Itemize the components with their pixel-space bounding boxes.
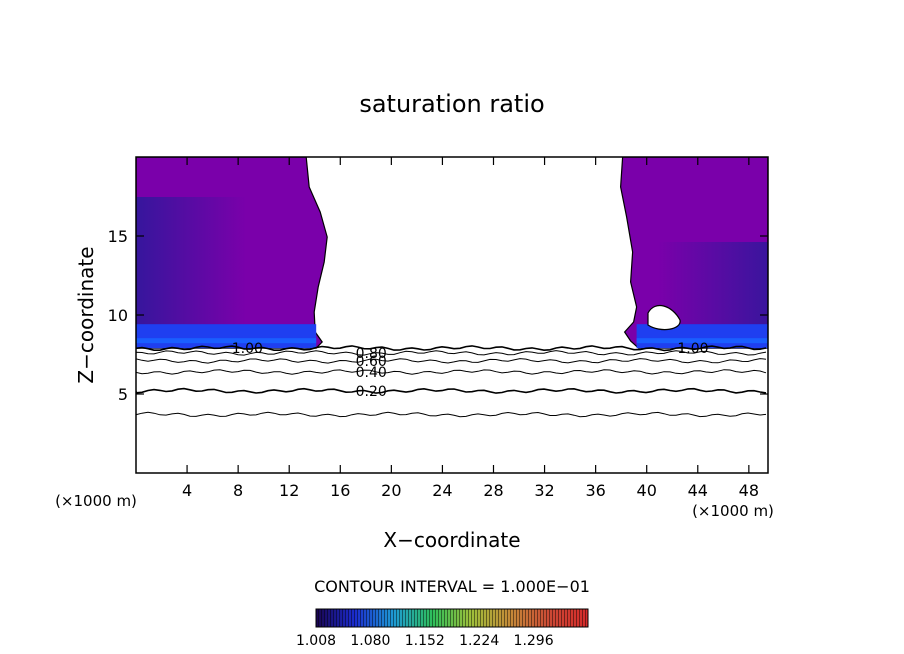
left-shading [136,197,246,349]
colorbar-tick-label: 1.224 [459,633,499,649]
y-tick-label: 10 [108,306,128,325]
x-tick-label: 32 [534,481,554,500]
contour-labels: 1.00 1.00 0.800.600.40 0.20 [232,341,709,400]
clear-pocket [647,304,681,331]
colorbar: 1.008 1.080 1.152 1.224 1.296 [296,608,589,649]
contour-label: 0.20 [356,384,387,400]
colorbar-ticks: 1.008 1.080 1.152 1.224 1.296 [296,633,554,649]
y-ticks: 5 10 15 [108,227,768,404]
x-tick-label: 8 [233,481,243,500]
chart-title: saturation ratio [359,90,544,118]
colorbar-stripes [316,609,588,627]
contour-label: 1.00 [677,341,708,357]
x-tick-label: 44 [688,481,708,500]
y-tick-label: 15 [108,227,128,246]
high-saturation-core [636,338,768,344]
high-saturation-band [136,324,317,349]
contour-interval-text: CONTOUR INTERVAL = 1.000E−01 [314,577,590,596]
y-tick-label: 5 [118,385,128,404]
x-tick-label: 28 [483,481,503,500]
contour-line [136,345,767,352]
x-tick-label: 36 [585,481,605,500]
contour-label: 0.60 [356,354,387,370]
x-unit-right: (×1000 m) [692,502,774,520]
plot-area [136,157,768,418]
colorbar-tick-label: 1.152 [405,633,445,649]
contour-line [136,358,767,364]
high-saturation-core [136,338,317,344]
x-axis-label: X−coordinate [383,528,520,552]
colorbar-tick-label: 1.080 [350,633,390,649]
colorbar-tick-label: 1.008 [296,633,336,649]
x-tick-label: 4 [182,481,192,500]
contour-label: 1.00 [232,341,263,357]
y-axis-label: Z−coordinate [74,246,98,383]
contour-label: 0.40 [356,365,387,381]
x-unit-left: (×1000 m) [55,492,137,510]
contour-label: 0.80 [356,346,387,362]
contour-line [136,387,767,394]
colorbar-tick-label: 1.296 [514,633,554,649]
x-tick-label: 16 [330,481,350,500]
x-ticks: 4 8 12 16 20 24 28 32 36 40 44 48 [182,157,759,500]
filled-regions [136,157,768,349]
x-tick-label: 20 [381,481,401,500]
x-tick-label: 12 [279,481,299,500]
colorbar-frame [315,608,589,628]
contour-line [136,369,767,375]
x-tick-label: 24 [432,481,452,500]
x-tick-label: 48 [739,481,759,500]
contour-lines [136,345,767,418]
contour-line [136,350,767,356]
x-tick-label: 40 [637,481,657,500]
contour-line [136,411,767,418]
